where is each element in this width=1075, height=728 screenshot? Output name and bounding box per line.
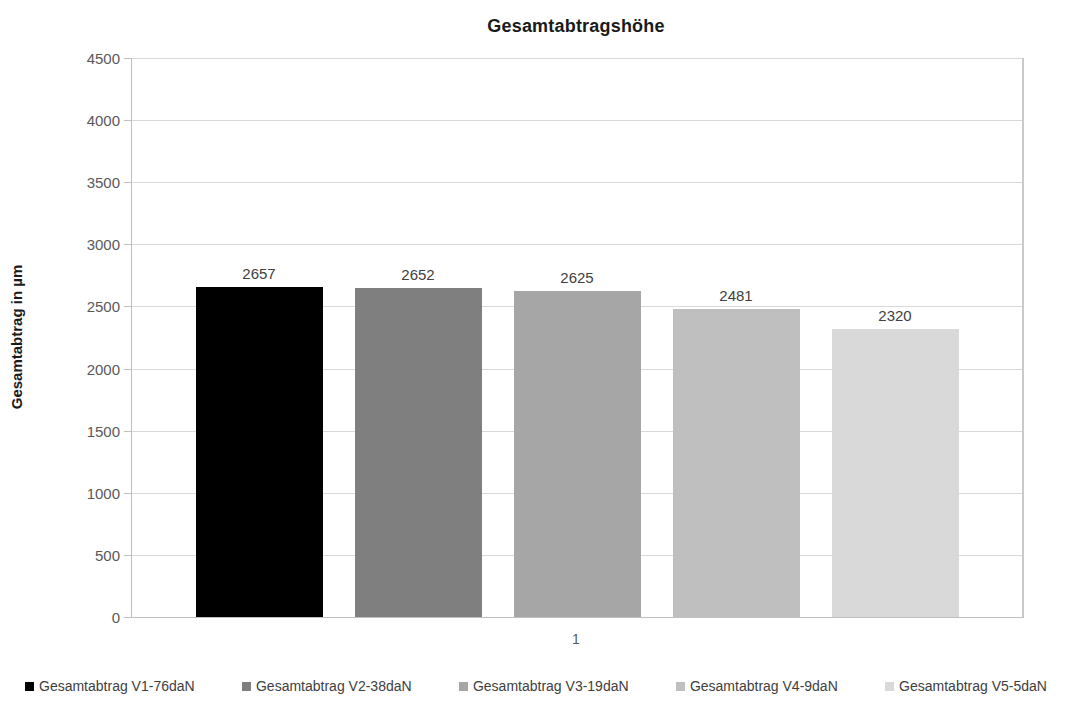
y-tick-label: 4500 bbox=[87, 50, 120, 67]
bar-3 bbox=[514, 291, 641, 617]
y-axis-tick-labels: 050010001500200025003000350040004500 bbox=[0, 58, 120, 617]
bar-group-1: 2657 bbox=[196, 58, 323, 617]
legend-swatch-icon bbox=[885, 682, 894, 691]
y-tick-label: 2000 bbox=[87, 360, 120, 377]
legend: Gesamtabtrag V1-76daN Gesamtabtrag V2-38d… bbox=[25, 678, 1047, 694]
bar-value-label: 2481 bbox=[719, 288, 752, 303]
y-tick-label: 500 bbox=[95, 546, 120, 563]
y-tick-label: 3000 bbox=[87, 236, 120, 253]
y-tick-label: 4000 bbox=[87, 112, 120, 129]
y-tick-mark bbox=[124, 58, 131, 59]
legend-label: Gesamtabtrag V1-76daN bbox=[39, 678, 195, 694]
legend-label: Gesamtabtrag V3-19daN bbox=[473, 678, 629, 694]
legend-swatch-icon bbox=[25, 682, 34, 691]
bar-value-label: 2657 bbox=[242, 266, 275, 281]
legend-item-2: Gesamtabtrag V2-38daN bbox=[242, 678, 412, 694]
y-tick-mark bbox=[124, 306, 131, 307]
y-tick-mark bbox=[124, 369, 131, 370]
y-tick-label: 0 bbox=[112, 609, 120, 626]
legend-label: Gesamtabtrag V5-5daN bbox=[899, 678, 1047, 694]
x-axis-category-label: 1 bbox=[131, 631, 1021, 647]
bar-2 bbox=[355, 288, 482, 617]
y-tick-mark bbox=[124, 617, 131, 618]
bar-value-label: 2320 bbox=[878, 308, 911, 323]
bar-group-5: 2320 bbox=[832, 58, 959, 617]
bar-group-3: 2625 bbox=[514, 58, 641, 617]
bar-value-label: 2625 bbox=[560, 270, 593, 285]
y-tick-label: 2500 bbox=[87, 298, 120, 315]
plot-area: 2657 2652 2625 2481 2320 bbox=[131, 58, 1024, 618]
y-tick-mark bbox=[124, 244, 131, 245]
chart-title: Gesamtabtragshöhe bbox=[131, 16, 1021, 37]
y-tick-mark bbox=[124, 493, 131, 494]
y-tick-mark bbox=[124, 555, 131, 556]
bar-group-2: 2652 bbox=[355, 58, 482, 617]
legend-item-4: Gesamtabtrag V4-9daN bbox=[676, 678, 838, 694]
y-tick-label: 1000 bbox=[87, 484, 120, 501]
y-tick-label: 3500 bbox=[87, 174, 120, 191]
bar-1 bbox=[196, 287, 323, 617]
legend-item-1: Gesamtabtrag V1-76daN bbox=[25, 678, 195, 694]
bar-5 bbox=[832, 329, 959, 617]
bar-group-4: 2481 bbox=[673, 58, 800, 617]
bar-value-label: 2652 bbox=[401, 267, 434, 282]
legend-item-3: Gesamtabtrag V3-19daN bbox=[459, 678, 629, 694]
bars-row: 2657 2652 2625 2481 2320 bbox=[132, 58, 1022, 617]
y-tick-mark bbox=[124, 431, 131, 432]
y-tick-mark bbox=[124, 120, 131, 121]
legend-label: Gesamtabtrag V4-9daN bbox=[690, 678, 838, 694]
bar-chart: Gesamtabtragshöhe Gesamtabtrag in µm 050… bbox=[0, 0, 1075, 728]
bar-4 bbox=[673, 309, 800, 617]
legend-swatch-icon bbox=[676, 682, 685, 691]
y-tick-label: 1500 bbox=[87, 422, 120, 439]
legend-item-5: Gesamtabtrag V5-5daN bbox=[885, 678, 1047, 694]
y-tick-mark bbox=[124, 182, 131, 183]
legend-label: Gesamtabtrag V2-38daN bbox=[256, 678, 412, 694]
legend-swatch-icon bbox=[242, 682, 251, 691]
legend-swatch-icon bbox=[459, 682, 468, 691]
